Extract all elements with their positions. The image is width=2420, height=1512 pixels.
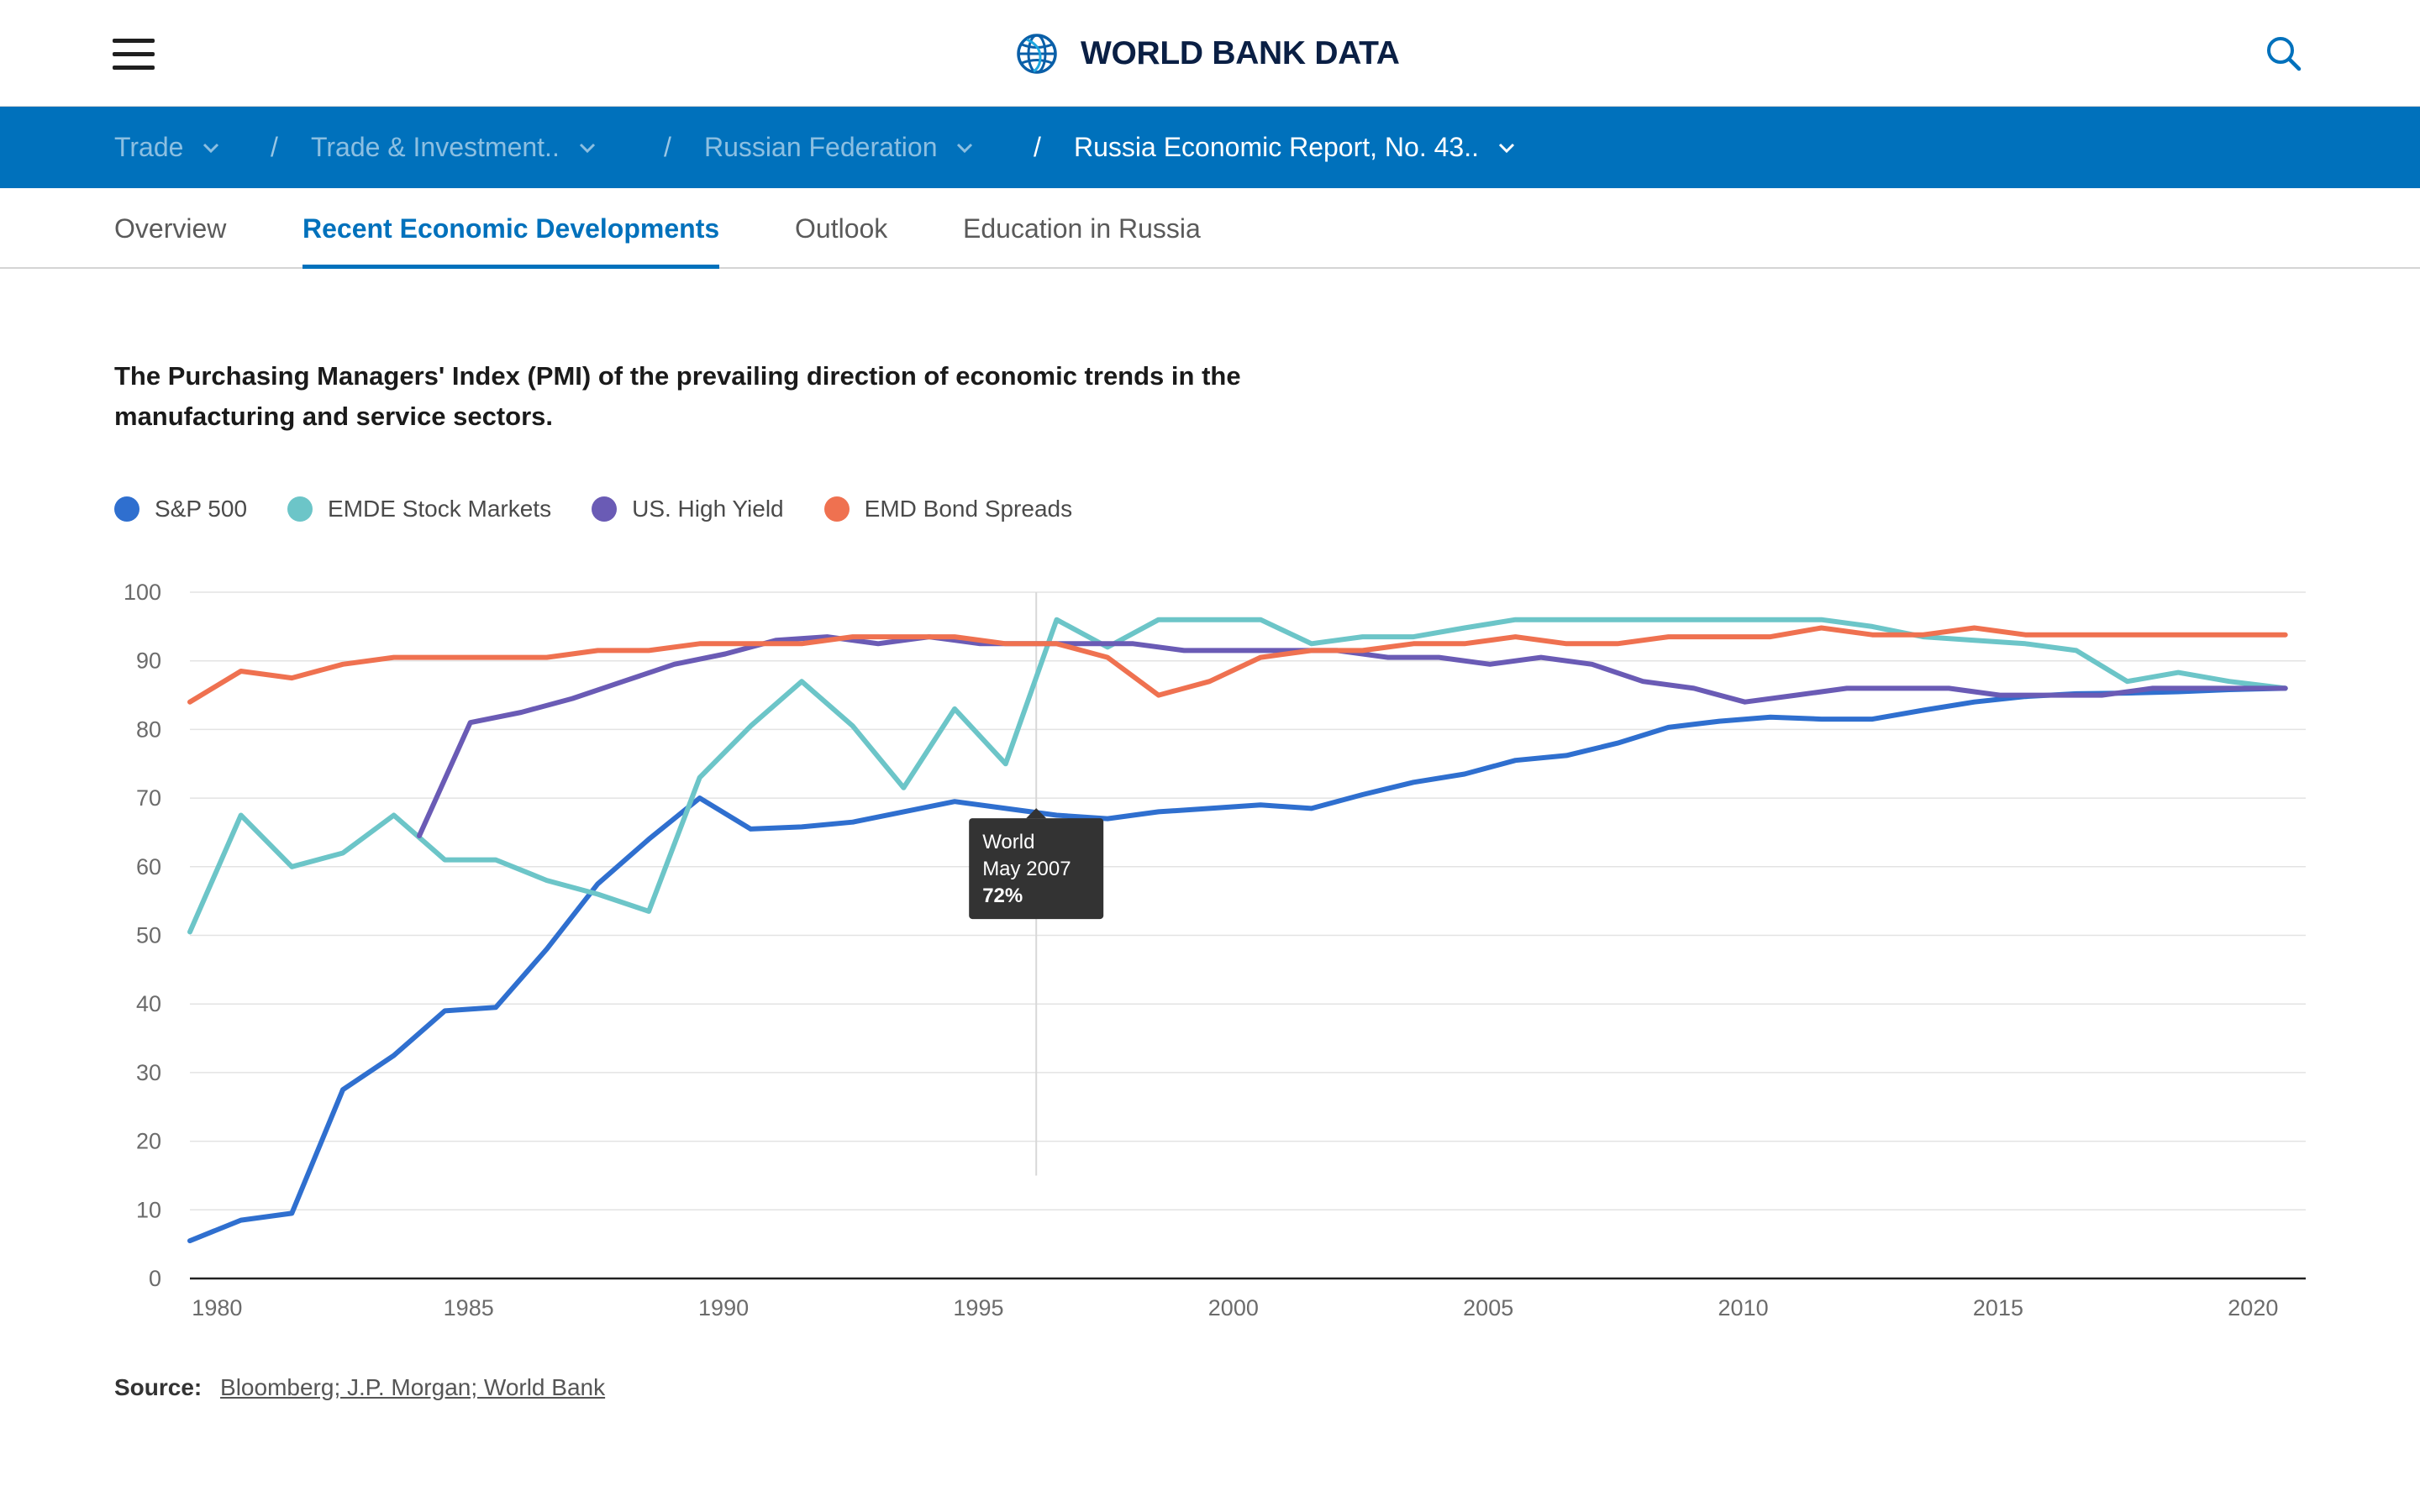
world-bank-globe-icon bbox=[1017, 34, 1057, 74]
y-tick-label: 0 bbox=[149, 1266, 161, 1291]
breadcrumb-label: Trade & Investment.. bbox=[311, 132, 560, 162]
chevron-down-icon bbox=[203, 143, 219, 153]
search-icon[interactable] bbox=[2264, 34, 2304, 74]
legend-label: EMD Bond Spreads bbox=[864, 496, 1073, 522]
chevron-down-icon bbox=[957, 143, 973, 153]
x-tick-label: 2005 bbox=[1463, 1295, 1513, 1320]
x-tick-label: 2000 bbox=[1208, 1295, 1259, 1320]
y-tick-label: 90 bbox=[136, 648, 161, 674]
tab-recent-economic-developments[interactable]: Recent Economic Developments bbox=[302, 188, 720, 269]
breadcrumb-separator: / bbox=[664, 132, 671, 162]
legend-dot bbox=[592, 496, 618, 522]
top-header: WORLD BANK DATA bbox=[0, 0, 2420, 107]
tab-education-in-russia[interactable]: Education in Russia bbox=[963, 213, 1201, 244]
chart-title: The Purchasing Managers' Index (PMI) of … bbox=[114, 361, 1241, 431]
breadcrumb-label: Trade bbox=[114, 132, 184, 162]
brand[interactable]: WORLD BANK DATA bbox=[1015, 30, 1400, 77]
y-tick-label: 80 bbox=[136, 717, 161, 742]
x-tick-label: 2010 bbox=[1718, 1295, 1769, 1320]
tooltip-series: World bbox=[982, 831, 1034, 853]
legend-label: S&P 500 bbox=[155, 496, 248, 522]
legend-dot bbox=[823, 496, 850, 522]
x-tick-label: 2020 bbox=[2228, 1295, 2278, 1320]
series-line-emd-bond-spreads[interactable] bbox=[187, 625, 2288, 705]
breadcrumb-label: Russian Federation bbox=[704, 132, 938, 162]
y-tick-label: 20 bbox=[136, 1129, 161, 1154]
y-tick-label: 10 bbox=[136, 1197, 161, 1222]
series-line-emde-stock-markets[interactable] bbox=[187, 617, 2288, 935]
breadcrumb-trade-investment[interactable]: Trade & Investment.. bbox=[311, 107, 597, 188]
series-line-us-high-yield[interactable] bbox=[417, 634, 2288, 838]
chart-tooltip: World May 2007 72% bbox=[969, 808, 1104, 920]
breadcrumb-separator: / bbox=[271, 132, 278, 162]
chart-source: Source: Bloomberg; J.P. Morgan; World Ba… bbox=[114, 1374, 605, 1401]
breadcrumb: Trade / Trade & Investment.. / Russian F… bbox=[0, 107, 2420, 188]
tooltip-date: May 2007 bbox=[982, 858, 1071, 880]
chart-legend: S&P 500 EMDE Stock Markets US. High Yiel… bbox=[114, 492, 1113, 526]
x-tick-label: 1990 bbox=[698, 1295, 749, 1320]
tooltip-value: 72% bbox=[982, 885, 1023, 907]
tab-overview[interactable]: Overview bbox=[114, 213, 227, 244]
legend-dot bbox=[287, 496, 313, 522]
legend-dot bbox=[114, 496, 139, 522]
tab-bar: Overview Recent Economic Developments Ou… bbox=[0, 188, 2420, 269]
breadcrumb-label: Russia Economic Report, No. 43.. bbox=[1074, 132, 1479, 162]
x-tick-label: 1980 bbox=[192, 1295, 242, 1320]
breadcrumb-russian-federation[interactable]: Russian Federation bbox=[704, 107, 974, 188]
legend-item-emd-bond[interactable]: EMD Bond Spreads bbox=[823, 496, 1073, 522]
chevron-down-icon bbox=[579, 143, 595, 153]
x-tick-label: 2015 bbox=[1973, 1295, 2023, 1320]
chevron-down-icon bbox=[1498, 143, 1515, 153]
source-label: Source: bbox=[114, 1374, 203, 1400]
line-chart[interactable]: 0 10 20 30 40 50 60 70 80 90 100 1980 1985 1990 1995 20… bbox=[0, 554, 2420, 1344]
breadcrumb-trade[interactable]: Trade bbox=[114, 107, 220, 188]
x-tick-label: 1995 bbox=[953, 1295, 1003, 1320]
legend-item-emde[interactable]: EMDE Stock Markets bbox=[287, 496, 551, 522]
source-link[interactable]: Bloomberg; J.P. Morgan; World Bank bbox=[220, 1374, 606, 1400]
y-tick-label: 70 bbox=[136, 785, 161, 811]
y-tick-label: 100 bbox=[124, 580, 161, 605]
brand-name: WORLD BANK DATA bbox=[1081, 35, 1400, 71]
y-tick-label: 30 bbox=[136, 1060, 161, 1085]
breadcrumb-separator: / bbox=[1034, 132, 1041, 162]
tab-outlook[interactable]: Outlook bbox=[795, 213, 888, 244]
tooltip-caret bbox=[1026, 808, 1047, 819]
y-tick-label: 50 bbox=[136, 923, 161, 948]
legend-item-us-high-yield[interactable]: US. High Yield bbox=[592, 496, 784, 522]
tooltip-box bbox=[969, 818, 1104, 920]
legend-label: US. High Yield bbox=[632, 496, 784, 522]
y-tick-label: 60 bbox=[136, 854, 161, 879]
breadcrumb-report[interactable]: Russia Economic Report, No. 43.. bbox=[1074, 107, 1516, 188]
x-tick-label: 1985 bbox=[444, 1295, 494, 1320]
series-line-s-p-500[interactable] bbox=[187, 685, 2288, 1244]
legend-item-sp500[interactable]: S&P 500 bbox=[114, 496, 247, 522]
legend-label: EMDE Stock Markets bbox=[328, 496, 552, 522]
y-tick-label: 40 bbox=[136, 991, 161, 1016]
menu-icon[interactable] bbox=[113, 37, 156, 71]
